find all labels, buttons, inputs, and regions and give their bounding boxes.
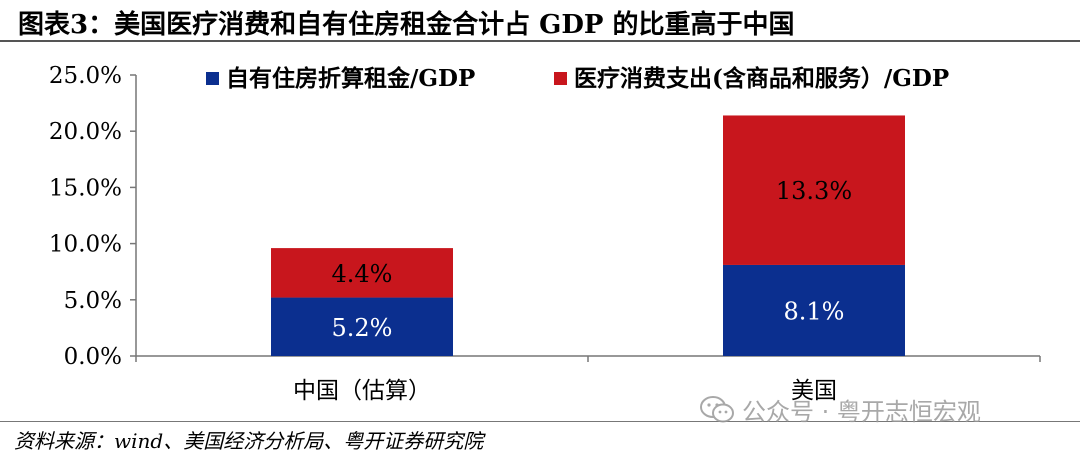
data-label: 13.3% bbox=[776, 177, 852, 205]
wechat-icon bbox=[700, 395, 734, 422]
watermark-text: 公众号 · 粤开志恒宏观 bbox=[742, 398, 981, 426]
stacked-bar-chart: 0.0% 5.0% 10.0% 15.0% 20.0% 25.0% 中国（估算） 美国 5.2… bbox=[49, 63, 1041, 404]
x-tick-label: 美国 bbox=[791, 378, 837, 404]
title-divider bbox=[0, 40, 1080, 42]
data-label: 5.2% bbox=[332, 314, 393, 342]
y-tick-label: 0.0% bbox=[64, 344, 122, 370]
legend-label: 自有住房折算租金/GDP bbox=[226, 65, 475, 92]
source-note: 资料来源：wind、美国经济分析局、粤开证券研究院 bbox=[14, 429, 484, 453]
y-tick-label: 15.0% bbox=[49, 175, 122, 201]
legend-swatch bbox=[206, 72, 219, 85]
bar-segment-medical bbox=[723, 115, 905, 265]
y-tick-label: 25.0% bbox=[49, 63, 122, 89]
legend-swatch bbox=[554, 72, 567, 85]
y-tick-label: 20.0% bbox=[49, 119, 122, 145]
bar-segment-housing-rent bbox=[271, 297, 453, 356]
y-tick-label: 5.0% bbox=[64, 288, 122, 314]
data-label: 4.4% bbox=[332, 260, 393, 288]
footer-divider bbox=[0, 421, 1080, 422]
legend-label: 医疗消费支出(含商品和服务）/GDP bbox=[574, 65, 949, 92]
y-tick-label: 10.0% bbox=[49, 232, 122, 258]
chart-title: 图表3：美国医疗消费和自有住房租金合计占 GDP 的比重高于中国 bbox=[18, 10, 795, 40]
data-label: 8.1% bbox=[784, 297, 845, 325]
bar-segment-medical bbox=[271, 248, 453, 298]
watermark: 公众号 · 粤开志恒宏观 bbox=[700, 392, 981, 427]
x-tick-label: 中国（估算） bbox=[293, 378, 431, 404]
bar-segment-housing-rent bbox=[723, 264, 905, 356]
